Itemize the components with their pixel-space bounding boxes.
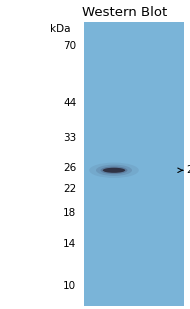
Text: 44: 44 [63, 98, 76, 108]
Text: 25kDa: 25kDa [178, 165, 190, 175]
Text: 14: 14 [63, 239, 76, 249]
Text: 70: 70 [63, 40, 76, 51]
Text: 10: 10 [63, 281, 76, 291]
Bar [84, 22, 184, 306]
Ellipse shape [101, 167, 127, 174]
Ellipse shape [103, 168, 125, 173]
Text: 26: 26 [63, 163, 76, 173]
Ellipse shape [89, 163, 139, 178]
Text: kDa: kDa [50, 24, 71, 35]
Text: 18: 18 [63, 208, 76, 218]
Text: Western Blot: Western Blot [82, 6, 167, 19]
Text: 33: 33 [63, 133, 76, 143]
Text: 22: 22 [63, 184, 76, 193]
Ellipse shape [96, 165, 132, 176]
